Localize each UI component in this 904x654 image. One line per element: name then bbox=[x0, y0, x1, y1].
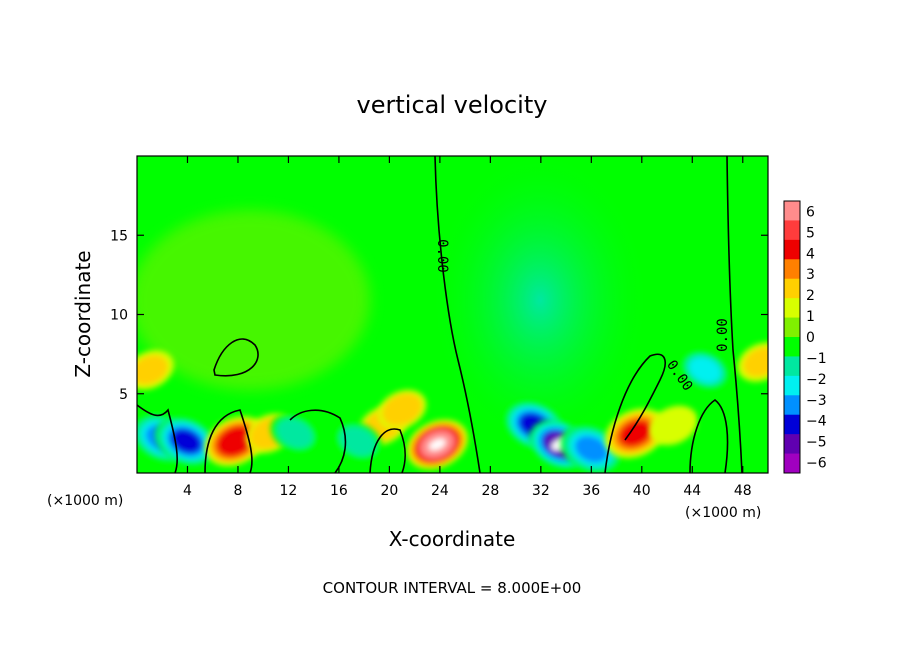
zero-contours bbox=[137, 156, 743, 473]
contour-label: 0.00 bbox=[434, 239, 450, 273]
x-axis-label: X-coordinate bbox=[389, 527, 516, 551]
colorbar-swatch bbox=[784, 220, 800, 241]
zero-contour-line bbox=[604, 353, 666, 473]
broad-downdraft-region bbox=[430, 156, 650, 450]
colorbar-swatch bbox=[784, 414, 800, 435]
y-tick-label: 10 bbox=[110, 308, 128, 324]
colorbar-label: 5 bbox=[806, 225, 815, 241]
colorbar-label: 2 bbox=[806, 288, 815, 304]
velocity-cell bbox=[155, 416, 217, 467]
zero-contour-line bbox=[137, 404, 178, 473]
velocity-contour-band bbox=[689, 357, 721, 383]
colorbar: 6 5 4 3 2 1 0 −1 −2 −3 −4 −5 −6 bbox=[783, 200, 827, 474]
colorbar-label: 4 bbox=[806, 246, 815, 262]
velocity-contour-band bbox=[386, 396, 418, 423]
x-tick-label: 32 bbox=[532, 483, 550, 499]
zero-contour-line bbox=[369, 428, 406, 473]
velocity-field bbox=[137, 156, 768, 473]
velocity-cell bbox=[699, 405, 749, 446]
zero-contour-line bbox=[689, 399, 729, 473]
velocity-cell bbox=[333, 421, 383, 461]
colorbar-swatch bbox=[784, 298, 800, 319]
colorbar-swatch bbox=[784, 434, 800, 455]
velocity-contour-band bbox=[220, 428, 251, 454]
x-tick-label: 20 bbox=[380, 483, 398, 499]
colorbar-label: −3 bbox=[806, 393, 827, 409]
colorbar-label: 3 bbox=[806, 267, 815, 283]
colorbar-label: −5 bbox=[806, 435, 827, 451]
x-axis-ticks: 4 8 12 16 20 24 28 32 36 40 44 48 bbox=[183, 156, 752, 499]
colorbar-swatch bbox=[784, 375, 800, 396]
x-tick-label: 12 bbox=[280, 483, 298, 499]
velocity-contour-band bbox=[276, 418, 314, 449]
velocity-cell bbox=[560, 424, 622, 473]
y-axis-ticks: 5 10 15 bbox=[110, 228, 768, 403]
colorbar-swatch bbox=[784, 239, 800, 260]
velocity-contour-band bbox=[170, 428, 202, 454]
colorbar-label: 0 bbox=[806, 330, 815, 346]
contour-label: 0.00 bbox=[715, 318, 731, 352]
zero-contour-line bbox=[204, 409, 253, 473]
x-tick-label: 44 bbox=[683, 483, 701, 499]
x-tick-label: 36 bbox=[582, 483, 600, 499]
x-tick-label: 16 bbox=[330, 483, 348, 499]
velocity-cell bbox=[680, 350, 730, 390]
colorbar-label: −1 bbox=[806, 351, 827, 367]
velocity-contour-band bbox=[339, 426, 377, 457]
x-tick-label: 8 bbox=[233, 483, 242, 499]
x-tick-label: 48 bbox=[734, 483, 752, 499]
zero-contour-line bbox=[213, 338, 259, 377]
velocity-cell bbox=[377, 389, 427, 430]
velocity-peak bbox=[428, 438, 446, 451]
colorbar-label: 6 bbox=[806, 204, 815, 220]
y-tick-label: 15 bbox=[110, 228, 128, 244]
colorbar-swatch bbox=[784, 278, 800, 299]
velocity-contour-band bbox=[743, 347, 768, 377]
colorbar-swatch bbox=[784, 356, 800, 377]
x-tick-label: 24 bbox=[431, 483, 449, 499]
velocity-contour-band bbox=[654, 410, 692, 441]
velocity-cell bbox=[270, 413, 320, 454]
colorbar-label: −6 bbox=[806, 456, 827, 472]
chart-title: vertical velocity bbox=[357, 91, 548, 119]
colorbar-label: −2 bbox=[806, 372, 827, 388]
zero-contour-line bbox=[289, 409, 347, 473]
colorbar-swatch bbox=[784, 201, 800, 221]
velocity-cell bbox=[604, 408, 667, 459]
x-tick-label: 28 bbox=[481, 483, 499, 499]
colorbar-label: −4 bbox=[806, 414, 827, 430]
x-unit-left: (×1000 m) bbox=[47, 493, 123, 509]
colorbar-swatch bbox=[784, 395, 800, 416]
velocity-cell bbox=[406, 419, 468, 470]
velocity-contour-band bbox=[137, 355, 168, 385]
colorbar-swatch bbox=[784, 259, 800, 280]
colorbar-swatch bbox=[784, 337, 800, 357]
x-tick-label: 40 bbox=[633, 483, 651, 499]
y-tick-label: 5 bbox=[119, 387, 128, 403]
y-axis-label: Z-coordinate bbox=[71, 250, 95, 377]
zero-contour-line bbox=[434, 156, 481, 473]
colorbar-frame bbox=[783, 200, 801, 474]
colorbar-swatch bbox=[784, 317, 800, 338]
broad-updraft-region bbox=[137, 210, 370, 390]
velocity-contour-band bbox=[618, 420, 653, 447]
velocity-cell bbox=[649, 405, 698, 446]
x-tick-label: 4 bbox=[183, 483, 192, 499]
velocity-contour-band bbox=[574, 435, 608, 463]
colorbar-swatch bbox=[784, 453, 800, 474]
contour-interval-note: CONTOUR INTERVAL = 8.000E+00 bbox=[323, 579, 582, 597]
zero-contour-line bbox=[726, 156, 743, 473]
colorbar-label: 1 bbox=[806, 309, 815, 325]
velocity-cell bbox=[737, 342, 768, 382]
x-unit-right: (×1000 m) bbox=[685, 505, 761, 521]
velocity-contour-band bbox=[699, 405, 749, 446]
